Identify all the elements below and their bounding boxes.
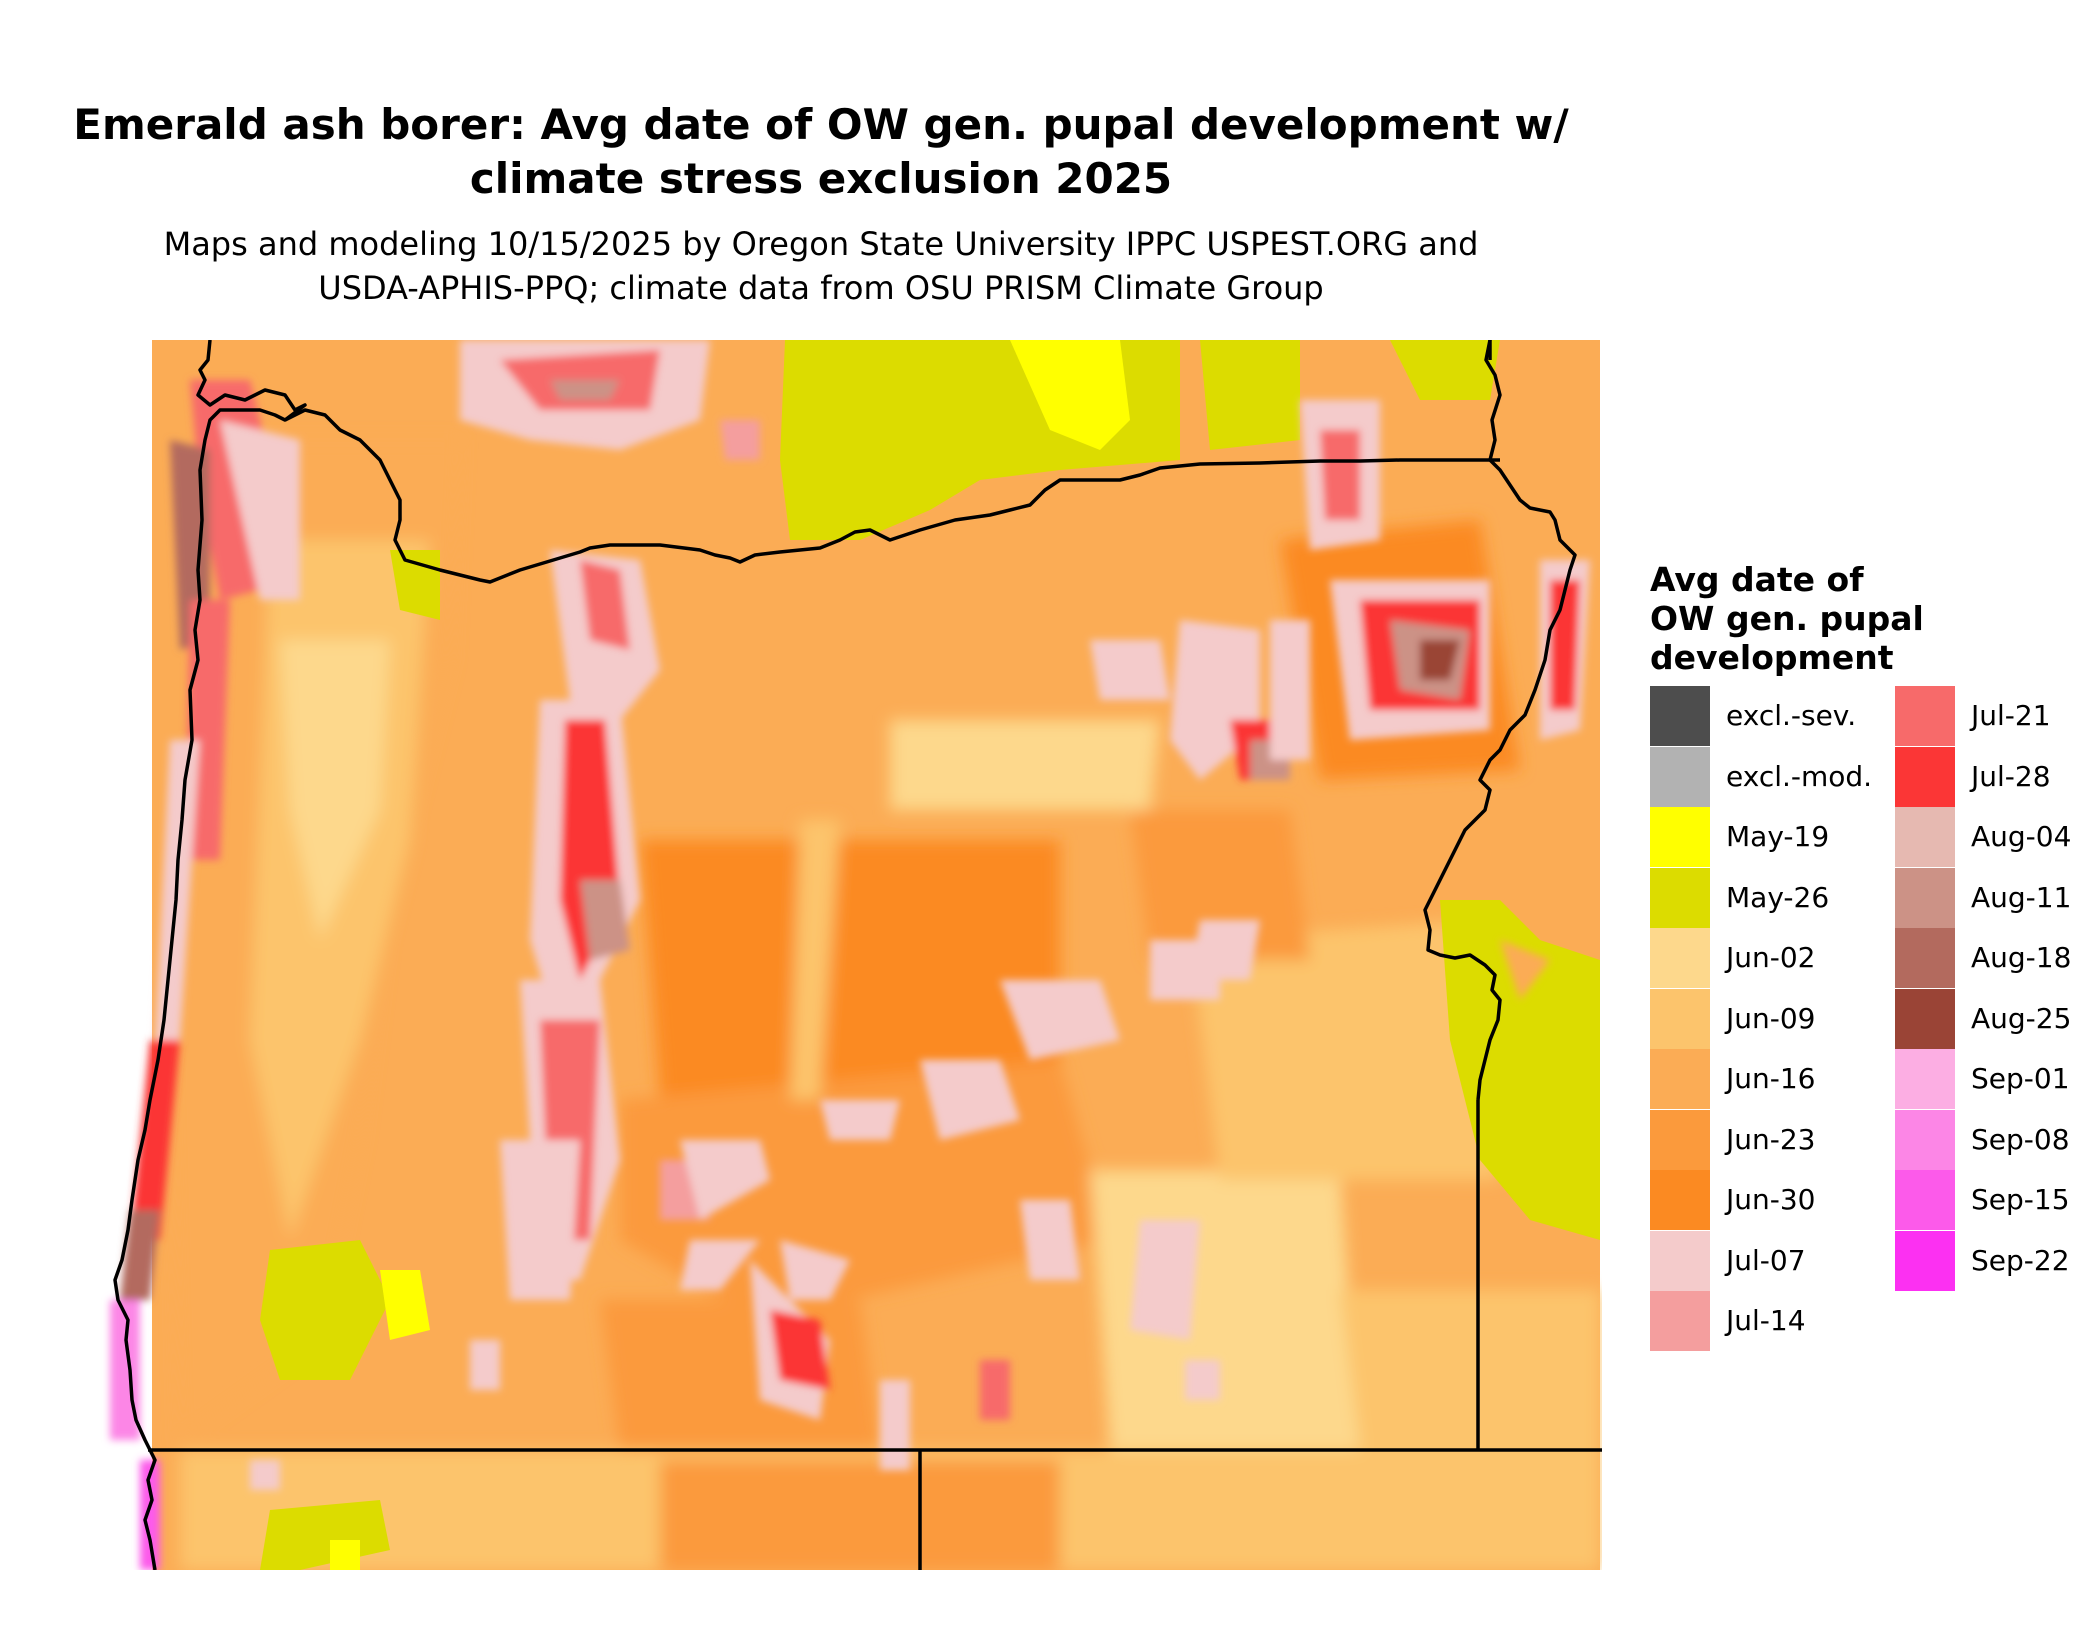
legend-item: excl.-mod. [1650,746,1872,807]
state-boundaries [113,340,1602,1570]
legend-item: Aug-11 [1895,867,2095,928]
legend-title-line-1: Avg date of [1650,560,1864,599]
legend-label: Sep-01 [1971,1062,2070,1095]
legend-item: Aug-04 [1895,807,2095,867]
legend-swatch [1895,1230,1955,1291]
legend: excl.-sev. excl.-mod. May-19 May-26 Jun-02 Ju… [1650,686,2090,1351]
legend-label: Jun-16 [1726,1062,1816,1095]
legend-item: Sep-01 [1895,1049,2095,1109]
legend-label: Jun-30 [1726,1183,1816,1216]
legend-label: Jul-28 [1971,759,2051,793]
legend-label: Aug-04 [1971,820,2072,853]
legend-swatch [1895,867,1955,928]
map-subtitle-line-2: USDA-APHIS-PPQ; climate data from OSU PR… [318,269,1324,307]
legend-title-line-3: development [1650,638,1894,677]
legend-swatch [1650,1049,1710,1109]
legend-label: Aug-11 [1971,880,2072,914]
legend-label: Jul-14 [1726,1304,1806,1337]
legend-item: Jul-28 [1895,746,2095,807]
legend-item: Sep-08 [1895,1109,2095,1170]
pacific-coast-line [113,340,307,1570]
map-title-line-1: Emerald ash borer: Avg date of OW gen. p… [73,100,1569,149]
legend-item: Jun-02 [1650,928,1850,988]
legend-label: excl.-sev. [1726,699,1857,732]
map-title-line-2: climate stress exclusion 2025 [469,154,1173,203]
legend-item: Sep-22 [1895,1230,2095,1291]
legend-swatch [1895,928,1955,988]
map-title: Emerald ash borer: Avg date of OW gen. p… [0,98,1642,206]
legend-item: Jun-30 [1650,1170,1850,1230]
legend-item: Jun-09 [1650,988,1850,1049]
legend-label: Jun-09 [1726,1001,1816,1035]
legend-item: excl.-sev. [1650,686,1856,746]
legend-label: Jul-07 [1726,1243,1806,1277]
legend-label: May-26 [1726,880,1830,914]
legend-item: Jul-14 [1650,1291,1850,1351]
legend-label: Sep-22 [1971,1243,2070,1277]
legend-swatch [1650,867,1710,928]
legend-swatch [1895,988,1955,1049]
legend-swatch [1895,686,1955,746]
legend-swatch [1895,1049,1955,1109]
map-subtitle-line-1: Maps and modeling 10/15/2025 by Oregon S… [163,225,1479,263]
legend-item: Jun-16 [1650,1049,1850,1109]
legend-item: Sep-15 [1895,1170,2095,1230]
legend-title-line-2: OW gen. pupal [1650,599,1924,638]
legend-label: Aug-18 [1971,941,2072,974]
legend-item: Jun-23 [1650,1109,1850,1170]
legend-swatch [1650,1230,1710,1291]
legend-label: Jul-21 [1971,699,2051,732]
legend-item: Aug-18 [1895,928,2095,988]
legend-title: Avg date of OW gen. pupal development [1650,560,2090,677]
legend-label: Sep-08 [1971,1122,2070,1156]
legend-swatch [1650,746,1710,807]
legend-label: Aug-25 [1971,1001,2072,1035]
legend-swatch [1650,988,1710,1049]
oregon-map [110,340,1602,1570]
legend-swatch [1895,807,1955,867]
legend-label: Sep-15 [1971,1183,2070,1216]
legend-swatch [1895,746,1955,807]
legend-swatch [1650,1291,1710,1351]
legend-item: Aug-25 [1895,988,2095,1049]
snake-river-border [1423,340,1577,1101]
legend-swatch [1650,686,1710,746]
legend-swatch [1895,1109,1955,1170]
legend-swatch [1895,1170,1955,1230]
legend-label: Jun-23 [1726,1122,1816,1156]
legend-item: May-19 [1650,807,1850,867]
columbia-river-border [284,408,1500,584]
legend-swatch [1650,1109,1710,1170]
legend-item: May-26 [1650,867,1850,928]
legend-item: Jul-21 [1895,686,2095,746]
legend-swatch [1650,1170,1710,1230]
map-yellow-areas [260,340,1600,1570]
map-subtitle: Maps and modeling 10/15/2025 by Oregon S… [0,222,1642,310]
legend-label: May-19 [1726,820,1830,853]
legend-label: Jun-02 [1726,941,1816,974]
legend-label: excl.-mod. [1726,759,1873,793]
legend-swatch [1650,928,1710,988]
legend-item: Jul-07 [1650,1230,1850,1291]
legend-swatch [1650,807,1710,867]
